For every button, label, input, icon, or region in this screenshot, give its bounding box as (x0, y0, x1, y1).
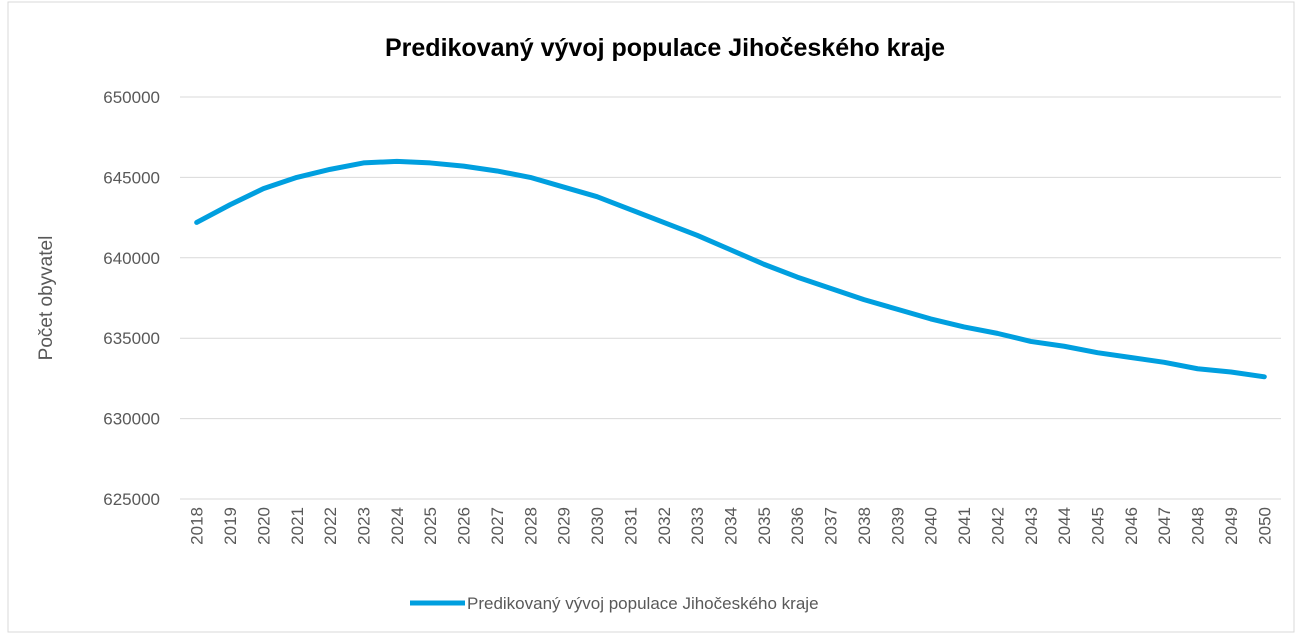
y-tick-label: 625000 (103, 490, 160, 509)
x-tick-label: 2039 (888, 507, 907, 545)
x-tick-label: 2037 (822, 507, 841, 545)
x-tick-label: 2020 (254, 507, 273, 545)
legend-label: Predikovaný vývoj populace Jihočeského k… (467, 594, 819, 613)
x-tick-label: 2034 (722, 507, 741, 545)
x-tick-label: 2047 (1155, 507, 1174, 545)
x-tick-label: 2035 (755, 507, 774, 545)
x-tick-label: 2050 (1255, 507, 1274, 545)
x-tick-label: 2027 (488, 507, 507, 545)
y-tick-label: 630000 (103, 410, 160, 429)
x-tick-label: 2024 (388, 507, 407, 545)
x-tick-label: 2025 (421, 507, 440, 545)
chart-frame (7, 1, 1295, 633)
x-tick-label: 2041 (955, 507, 974, 545)
x-tick-label: 2018 (188, 507, 207, 545)
x-tick-label: 2036 (788, 507, 807, 545)
x-tick-label: 2033 (688, 507, 707, 545)
y-axis-label: Počet obyvatel (36, 236, 57, 361)
x-tick-label: 2022 (321, 507, 340, 545)
x-tick-label: 2028 (521, 507, 540, 545)
x-tick-label: 2046 (1122, 507, 1141, 545)
x-tick-label: 2030 (588, 507, 607, 545)
x-tick-label: 2029 (555, 507, 574, 545)
x-tick-label: 2043 (1022, 507, 1041, 545)
y-tick-label: 645000 (103, 168, 160, 187)
x-tick-label: 2023 (355, 507, 374, 545)
x-tick-label: 2032 (655, 507, 674, 545)
y-tick-label: 635000 (103, 329, 160, 348)
x-tick-label: 2040 (922, 507, 941, 545)
x-tick-label: 2031 (621, 507, 640, 545)
x-tick-label: 2044 (1055, 507, 1074, 545)
x-tick-label: 2038 (855, 507, 874, 545)
x-tick-label: 2048 (1189, 507, 1208, 545)
x-tick-label: 2042 (988, 507, 1007, 545)
y-tick-label: 640000 (103, 249, 160, 268)
x-tick-label: 2049 (1222, 507, 1241, 545)
x-tick-label: 2019 (221, 507, 240, 545)
chart-title: Predikovaný vývoj populace Jihočeského k… (385, 34, 945, 62)
line-series (194, 158, 1267, 380)
x-tick-label: 2021 (288, 507, 307, 545)
x-tick-label: 2045 (1089, 507, 1108, 545)
x-tick-label: 2026 (455, 507, 474, 545)
y-tick-label: 650000 (103, 88, 160, 107)
